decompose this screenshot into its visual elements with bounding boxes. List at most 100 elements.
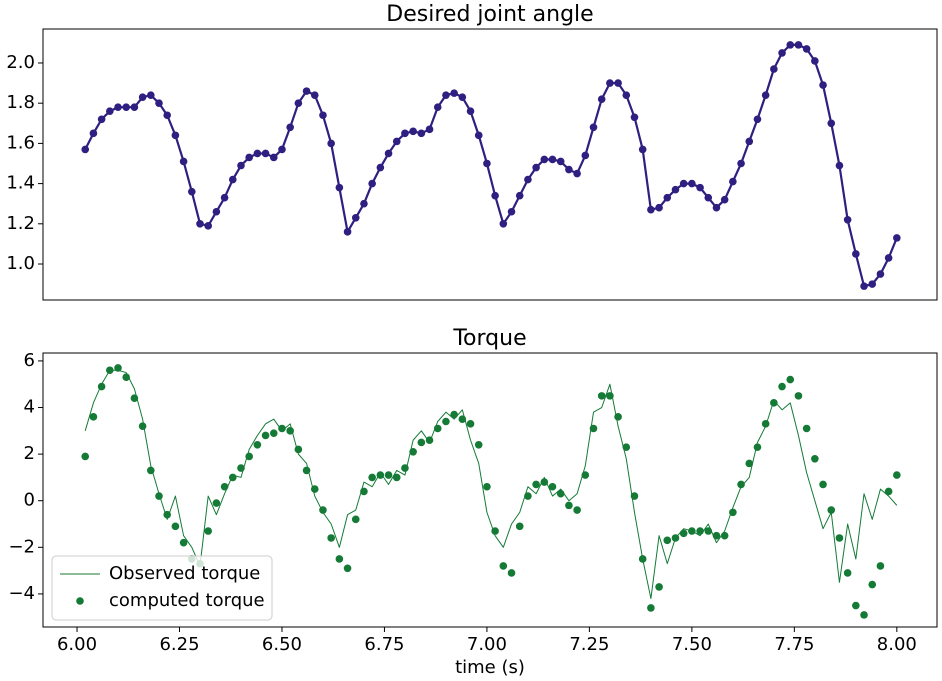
y-tick-label: 0: [24, 490, 35, 511]
data-point: [794, 392, 803, 400]
legend-label: computed torque: [109, 590, 265, 611]
data-point: [204, 527, 212, 535]
data-point: [589, 123, 598, 132]
x-tick-label: 6.75: [364, 634, 404, 655]
data-point: [310, 91, 319, 99]
data-point: [671, 185, 680, 194]
data-point: [499, 220, 508, 228]
y-tick-label: 6: [24, 350, 35, 371]
data-point: [368, 473, 376, 482]
data-point: [319, 506, 327, 514]
data-point: [573, 169, 581, 178]
x-tick-label: 6.25: [159, 634, 199, 655]
data-line: [84, 369, 898, 600]
data-point: [819, 480, 827, 489]
legend-marker: [76, 597, 84, 605]
data-point: [770, 399, 778, 407]
data-point: [843, 215, 852, 224]
data-point: [852, 601, 860, 610]
data-point: [319, 111, 327, 120]
data-point: [876, 270, 885, 278]
data-point: [351, 213, 360, 222]
data-point: [548, 155, 557, 164]
data-point: [302, 466, 311, 475]
data-point: [581, 151, 590, 160]
axes-frame: [42, 28, 938, 301]
y-tick-label: −2: [8, 536, 35, 557]
data-point: [655, 583, 663, 591]
data-point: [729, 177, 737, 186]
data-point: [638, 555, 647, 563]
data-point: [335, 183, 344, 192]
data-point: [868, 580, 877, 589]
data-point: [278, 145, 286, 154]
data-point: [868, 280, 877, 288]
data-point: [81, 452, 90, 461]
data-point: [384, 471, 393, 479]
data-point: [884, 254, 893, 262]
data-point: [786, 375, 795, 384]
data-point: [515, 522, 524, 531]
data-point: [499, 562, 508, 570]
data-point: [310, 485, 319, 493]
data-point: [860, 611, 868, 619]
x-tick-label: 7.50: [672, 634, 712, 655]
data-point: [802, 45, 811, 53]
data-point: [269, 153, 278, 162]
data-point: [97, 115, 106, 124]
data-point: [351, 515, 360, 524]
data-point: [368, 179, 376, 188]
data-point: [524, 175, 532, 184]
data-point: [761, 420, 770, 428]
data-point: [253, 149, 262, 158]
data-point: [548, 482, 557, 491]
data-point: [647, 604, 655, 612]
data-point: [720, 531, 729, 540]
chart-title: Torque: [452, 326, 526, 351]
data-point: [122, 373, 131, 382]
data-point: [679, 179, 688, 188]
data-point: [417, 438, 426, 447]
data-point: [171, 522, 180, 531]
data-point: [458, 93, 467, 101]
x-tick-label: 7.75: [774, 634, 814, 655]
chart-title: Desired joint angle: [386, 2, 593, 27]
data-point: [712, 203, 721, 212]
data-point: [474, 440, 483, 449]
data-point: [466, 420, 475, 428]
data-point: [401, 129, 409, 138]
data-point: [212, 207, 221, 216]
data-point: [220, 482, 229, 491]
data-point: [737, 159, 745, 168]
data-point: [745, 137, 754, 146]
x-tick-label: 8.00: [877, 634, 917, 655]
data-point: [786, 41, 795, 49]
data-point: [425, 125, 434, 134]
data-point: [802, 424, 811, 433]
data-point: [827, 119, 836, 128]
data-point: [614, 79, 622, 87]
data-point: [811, 454, 819, 463]
data-point: [597, 392, 606, 400]
data-point: [597, 95, 606, 103]
data-point: [630, 113, 639, 122]
x-tick-label: 6.50: [262, 634, 302, 655]
data-point: [433, 424, 442, 433]
data-point: [466, 107, 475, 116]
data-point: [507, 207, 516, 216]
data-point: [712, 531, 721, 540]
data-point: [269, 429, 278, 437]
y-tick-label: 1.0: [6, 253, 35, 274]
data-point: [450, 410, 458, 419]
data-point: [745, 459, 754, 468]
data-point: [417, 129, 426, 138]
data-point: [401, 464, 409, 472]
axes-frame: [42, 352, 938, 628]
data-line: [84, 43, 898, 288]
data-point: [655, 203, 663, 212]
data-point: [155, 492, 163, 500]
data-point: [893, 234, 901, 242]
data-point: [556, 157, 565, 166]
data-point: [343, 228, 352, 236]
